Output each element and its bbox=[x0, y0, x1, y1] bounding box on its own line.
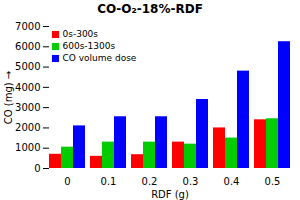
svg-text:4000: 4000 bbox=[15, 82, 40, 93]
svg-text:0s-300s: 0s-300s bbox=[63, 29, 99, 39]
svg-text:0.2: 0.2 bbox=[142, 176, 158, 187]
svg-text:0: 0 bbox=[64, 176, 70, 187]
svg-text:CO (mg) →: CO (mg) → bbox=[3, 71, 14, 124]
svg-text:0.1: 0.1 bbox=[101, 176, 117, 187]
svg-text:CO volume dose: CO volume dose bbox=[63, 53, 137, 63]
svg-text:6000: 6000 bbox=[15, 41, 40, 52]
svg-text:600s-1300s: 600s-1300s bbox=[63, 41, 116, 51]
svg-text:5000: 5000 bbox=[15, 61, 40, 72]
svg-text:0: 0 bbox=[34, 163, 40, 174]
html-text:CO-O₂-18%-RDF: CO-O₂-18%-RDF bbox=[97, 2, 203, 16]
svg-text:1000: 1000 bbox=[15, 142, 40, 153]
svg-text:0.5: 0.5 bbox=[265, 176, 281, 187]
svg-text:0.3: 0.3 bbox=[183, 176, 199, 187]
svg-text:0.4: 0.4 bbox=[224, 176, 240, 187]
svg-text:3000: 3000 bbox=[15, 102, 40, 113]
svg-text:7000: 7000 bbox=[15, 21, 40, 32]
svg-text:RDF (g): RDF (g) bbox=[151, 189, 189, 200]
svg-text:2000: 2000 bbox=[15, 122, 40, 133]
